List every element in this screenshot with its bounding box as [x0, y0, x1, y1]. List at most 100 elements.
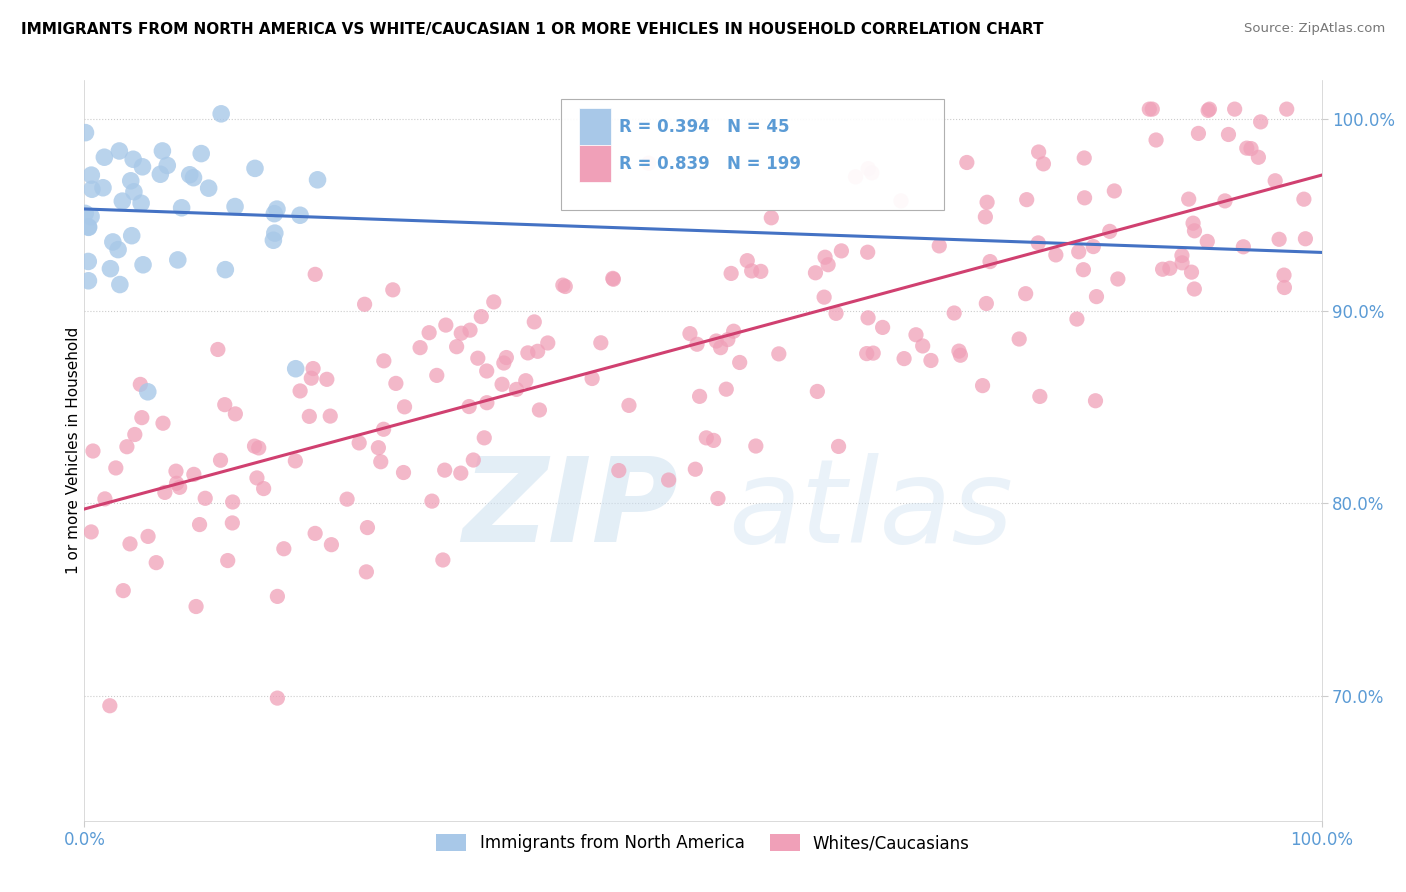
Point: [188, 517, 211, 532]
Point: [304, 268, 326, 282]
Point: [704, 334, 727, 348]
Point: [1142, 102, 1164, 116]
Point: [253, 482, 276, 496]
Point: [537, 335, 560, 350]
Point: [475, 364, 498, 378]
Point: [98, 698, 121, 713]
FancyBboxPatch shape: [579, 109, 612, 145]
Point: [1073, 191, 1095, 205]
Point: [394, 400, 416, 414]
Point: [1029, 389, 1052, 403]
Point: [607, 464, 630, 478]
Point: [689, 389, 711, 403]
Point: [336, 492, 359, 507]
Point: [1240, 142, 1263, 156]
Point: [904, 327, 927, 342]
Point: [131, 160, 153, 174]
Point: [685, 462, 707, 476]
Point: [246, 471, 269, 485]
Point: [129, 377, 152, 392]
Point: [974, 210, 997, 224]
Point: [409, 341, 432, 355]
Point: [860, 166, 883, 180]
Point: [1073, 151, 1095, 165]
Point: [956, 155, 979, 169]
Point: [169, 480, 191, 494]
Point: [920, 353, 942, 368]
Point: [446, 340, 468, 354]
Point: [845, 169, 868, 184]
Point: [450, 466, 472, 480]
Point: [1008, 332, 1031, 346]
Point: [602, 272, 624, 286]
Point: [209, 107, 232, 121]
Point: [1032, 157, 1054, 171]
Point: [911, 339, 934, 353]
Point: [554, 279, 576, 293]
Point: [356, 565, 378, 579]
Point: [1028, 145, 1050, 159]
Point: [1085, 290, 1108, 304]
Point: [104, 461, 127, 475]
Point: [136, 529, 159, 543]
Point: [112, 583, 135, 598]
Point: [298, 409, 321, 424]
Point: [197, 181, 219, 195]
Point: [183, 467, 205, 482]
Point: [284, 454, 307, 468]
Point: [266, 691, 288, 706]
Point: [495, 351, 517, 365]
Point: [75, 126, 97, 140]
Point: [194, 491, 217, 506]
FancyBboxPatch shape: [561, 99, 945, 210]
Point: [129, 196, 152, 211]
Point: [768, 347, 790, 361]
Point: [1182, 282, 1205, 296]
Point: [523, 315, 546, 329]
Point: [122, 153, 145, 167]
Point: [1292, 192, 1315, 206]
Point: [1104, 184, 1126, 198]
Point: [707, 491, 730, 506]
Point: [1250, 115, 1272, 129]
Text: atlas: atlas: [728, 452, 1012, 566]
Point: [433, 463, 456, 477]
Point: [420, 494, 443, 508]
Point: [183, 170, 205, 185]
Point: [948, 344, 970, 359]
Point: [717, 333, 740, 347]
Text: ZIP: ZIP: [463, 452, 678, 567]
Point: [1144, 133, 1167, 147]
Point: [108, 144, 131, 158]
Point: [1182, 216, 1205, 230]
Point: [1197, 235, 1219, 249]
Point: [156, 158, 179, 172]
Point: [1294, 232, 1316, 246]
Point: [617, 398, 640, 412]
Point: [463, 453, 485, 467]
Point: [972, 378, 994, 392]
Point: [347, 436, 370, 450]
Point: [266, 590, 288, 604]
Point: [589, 335, 612, 350]
Point: [825, 306, 848, 320]
Point: [515, 374, 537, 388]
Point: [217, 553, 239, 567]
Point: [827, 439, 849, 453]
Point: [458, 323, 481, 337]
Point: [741, 264, 763, 278]
Point: [136, 384, 159, 399]
Point: [149, 167, 172, 181]
Point: [100, 261, 122, 276]
Point: [224, 407, 246, 421]
Point: [432, 553, 454, 567]
Point: [77, 274, 100, 288]
Point: [356, 520, 378, 534]
Point: [288, 208, 311, 222]
Point: [214, 262, 236, 277]
Point: [273, 541, 295, 556]
Text: IMMIGRANTS FROM NORTH AMERICA VS WHITE/CAUCASIAN 1 OR MORE VEHICLES IN HOUSEHOLD: IMMIGRANTS FROM NORTH AMERICA VS WHITE/C…: [21, 22, 1043, 37]
Point: [695, 431, 717, 445]
Point: [686, 337, 709, 351]
Point: [80, 182, 103, 196]
